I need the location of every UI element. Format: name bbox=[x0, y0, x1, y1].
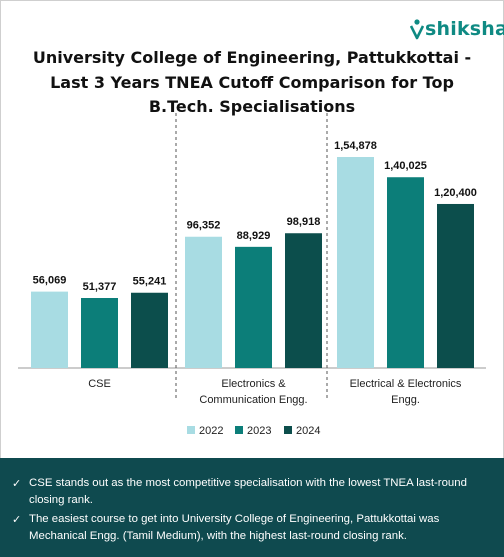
data-label: 88,929 bbox=[237, 230, 271, 242]
bar bbox=[31, 291, 68, 368]
bar bbox=[387, 177, 424, 368]
bar bbox=[337, 157, 374, 368]
data-label: 96,352 bbox=[187, 220, 221, 232]
shiksha-logo-icon bbox=[409, 18, 425, 40]
legend-label: 2022 bbox=[199, 425, 223, 437]
legend-label: 2024 bbox=[296, 425, 320, 437]
category-label: Engg. bbox=[391, 394, 420, 406]
legend-swatch bbox=[284, 426, 292, 434]
data-label: 1,54,878 bbox=[334, 140, 377, 152]
category-label: Communication Engg. bbox=[199, 394, 307, 406]
data-label: 1,40,025 bbox=[384, 160, 427, 172]
legend-swatch bbox=[235, 426, 243, 434]
bar bbox=[285, 233, 322, 368]
data-label: 56,069 bbox=[33, 275, 67, 287]
bar bbox=[437, 203, 474, 368]
data-label: 1,20,400 bbox=[434, 187, 477, 199]
bar bbox=[235, 246, 272, 368]
brand-name: shiksha bbox=[425, 18, 504, 40]
data-label: 51,377 bbox=[83, 281, 117, 293]
data-label: 55,241 bbox=[133, 276, 167, 288]
bar-chart: 56,069 96,352 1,54,878 51,377 88,929 1,40,025… bbox=[18, 113, 486, 437]
bar bbox=[185, 236, 222, 368]
check-icon: ✓ bbox=[12, 513, 22, 526]
category-label: CSE bbox=[88, 378, 111, 390]
footer-note-text: The easiest course to get into Universit… bbox=[29, 513, 440, 542]
footer-note: ✓ The easiest course to get into Univers… bbox=[12, 511, 499, 545]
legend-label: 2023 bbox=[247, 425, 271, 437]
shiksha-logo: shiksha bbox=[409, 18, 504, 40]
category-label: Electrical & Electronics bbox=[350, 378, 462, 390]
data-label: 98,918 bbox=[287, 216, 321, 228]
category-label: Electronics & bbox=[221, 378, 286, 390]
legend-swatch bbox=[187, 426, 195, 434]
bar bbox=[81, 298, 118, 368]
footer-note: ✓ CSE stands out as the most competitive… bbox=[12, 475, 499, 509]
footer-note-text: CSE stands out as the most competitive s… bbox=[29, 477, 467, 506]
chart-title: University College of Engineering, Pattu… bbox=[32, 48, 472, 116]
bar bbox=[131, 292, 168, 368]
footer-notes: ✓ CSE stands out as the most competitive… bbox=[0, 458, 504, 557]
check-icon: ✓ bbox=[12, 477, 22, 490]
